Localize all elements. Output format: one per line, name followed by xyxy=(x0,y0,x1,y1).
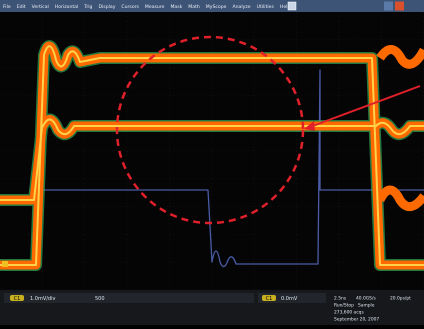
menu-item[interactable]: Edit xyxy=(17,4,26,10)
menu-item[interactable]: File xyxy=(3,4,11,10)
sample-rate: 40.0GS/s xyxy=(356,296,376,302)
menu: File Edit Vertical Horizontal Trig Display Cur… xyxy=(3,4,290,10)
menu-item[interactable]: Mask xyxy=(170,4,182,10)
menu-item[interactable]: Analyze xyxy=(232,4,250,10)
menu-item[interactable]: Math xyxy=(188,4,200,10)
menu-item[interactable]: Cursors xyxy=(121,4,139,10)
menu-item[interactable]: Vertical xyxy=(32,4,49,10)
menu-item[interactable]: Trig xyxy=(83,4,92,10)
menu-icon[interactable] xyxy=(288,2,296,10)
timebase: 2.5ns xyxy=(334,296,347,302)
date: September 20, 2007 xyxy=(334,317,379,323)
close-button[interactable] xyxy=(395,2,404,11)
menu-item[interactable]: Utilities xyxy=(257,4,275,10)
menu-item[interactable]: Measure xyxy=(145,4,165,10)
channel-scale: 1.0mV/div xyxy=(30,296,55,302)
trigger-label: C1 xyxy=(266,296,273,302)
menu-item[interactable]: MyScope xyxy=(206,4,227,10)
menu-item[interactable]: Horizontal xyxy=(55,4,78,10)
trigger-level: 0.0mV xyxy=(281,296,298,302)
mode-label: Run/Stop xyxy=(334,303,354,309)
acquisitions: 273,600 acqs xyxy=(334,310,364,316)
resolution: 20.0ps/pt xyxy=(390,296,411,302)
channel-offset: 500 xyxy=(95,296,105,302)
minimize-button[interactable] xyxy=(384,2,393,11)
menu-item[interactable]: Display xyxy=(98,4,115,10)
channel-label: C1 xyxy=(14,296,21,302)
channel-marker xyxy=(2,261,8,267)
scope-screen: File Edit Vertical Horizontal Trig Display Cur… xyxy=(0,0,424,325)
mode: Sample xyxy=(358,303,375,309)
